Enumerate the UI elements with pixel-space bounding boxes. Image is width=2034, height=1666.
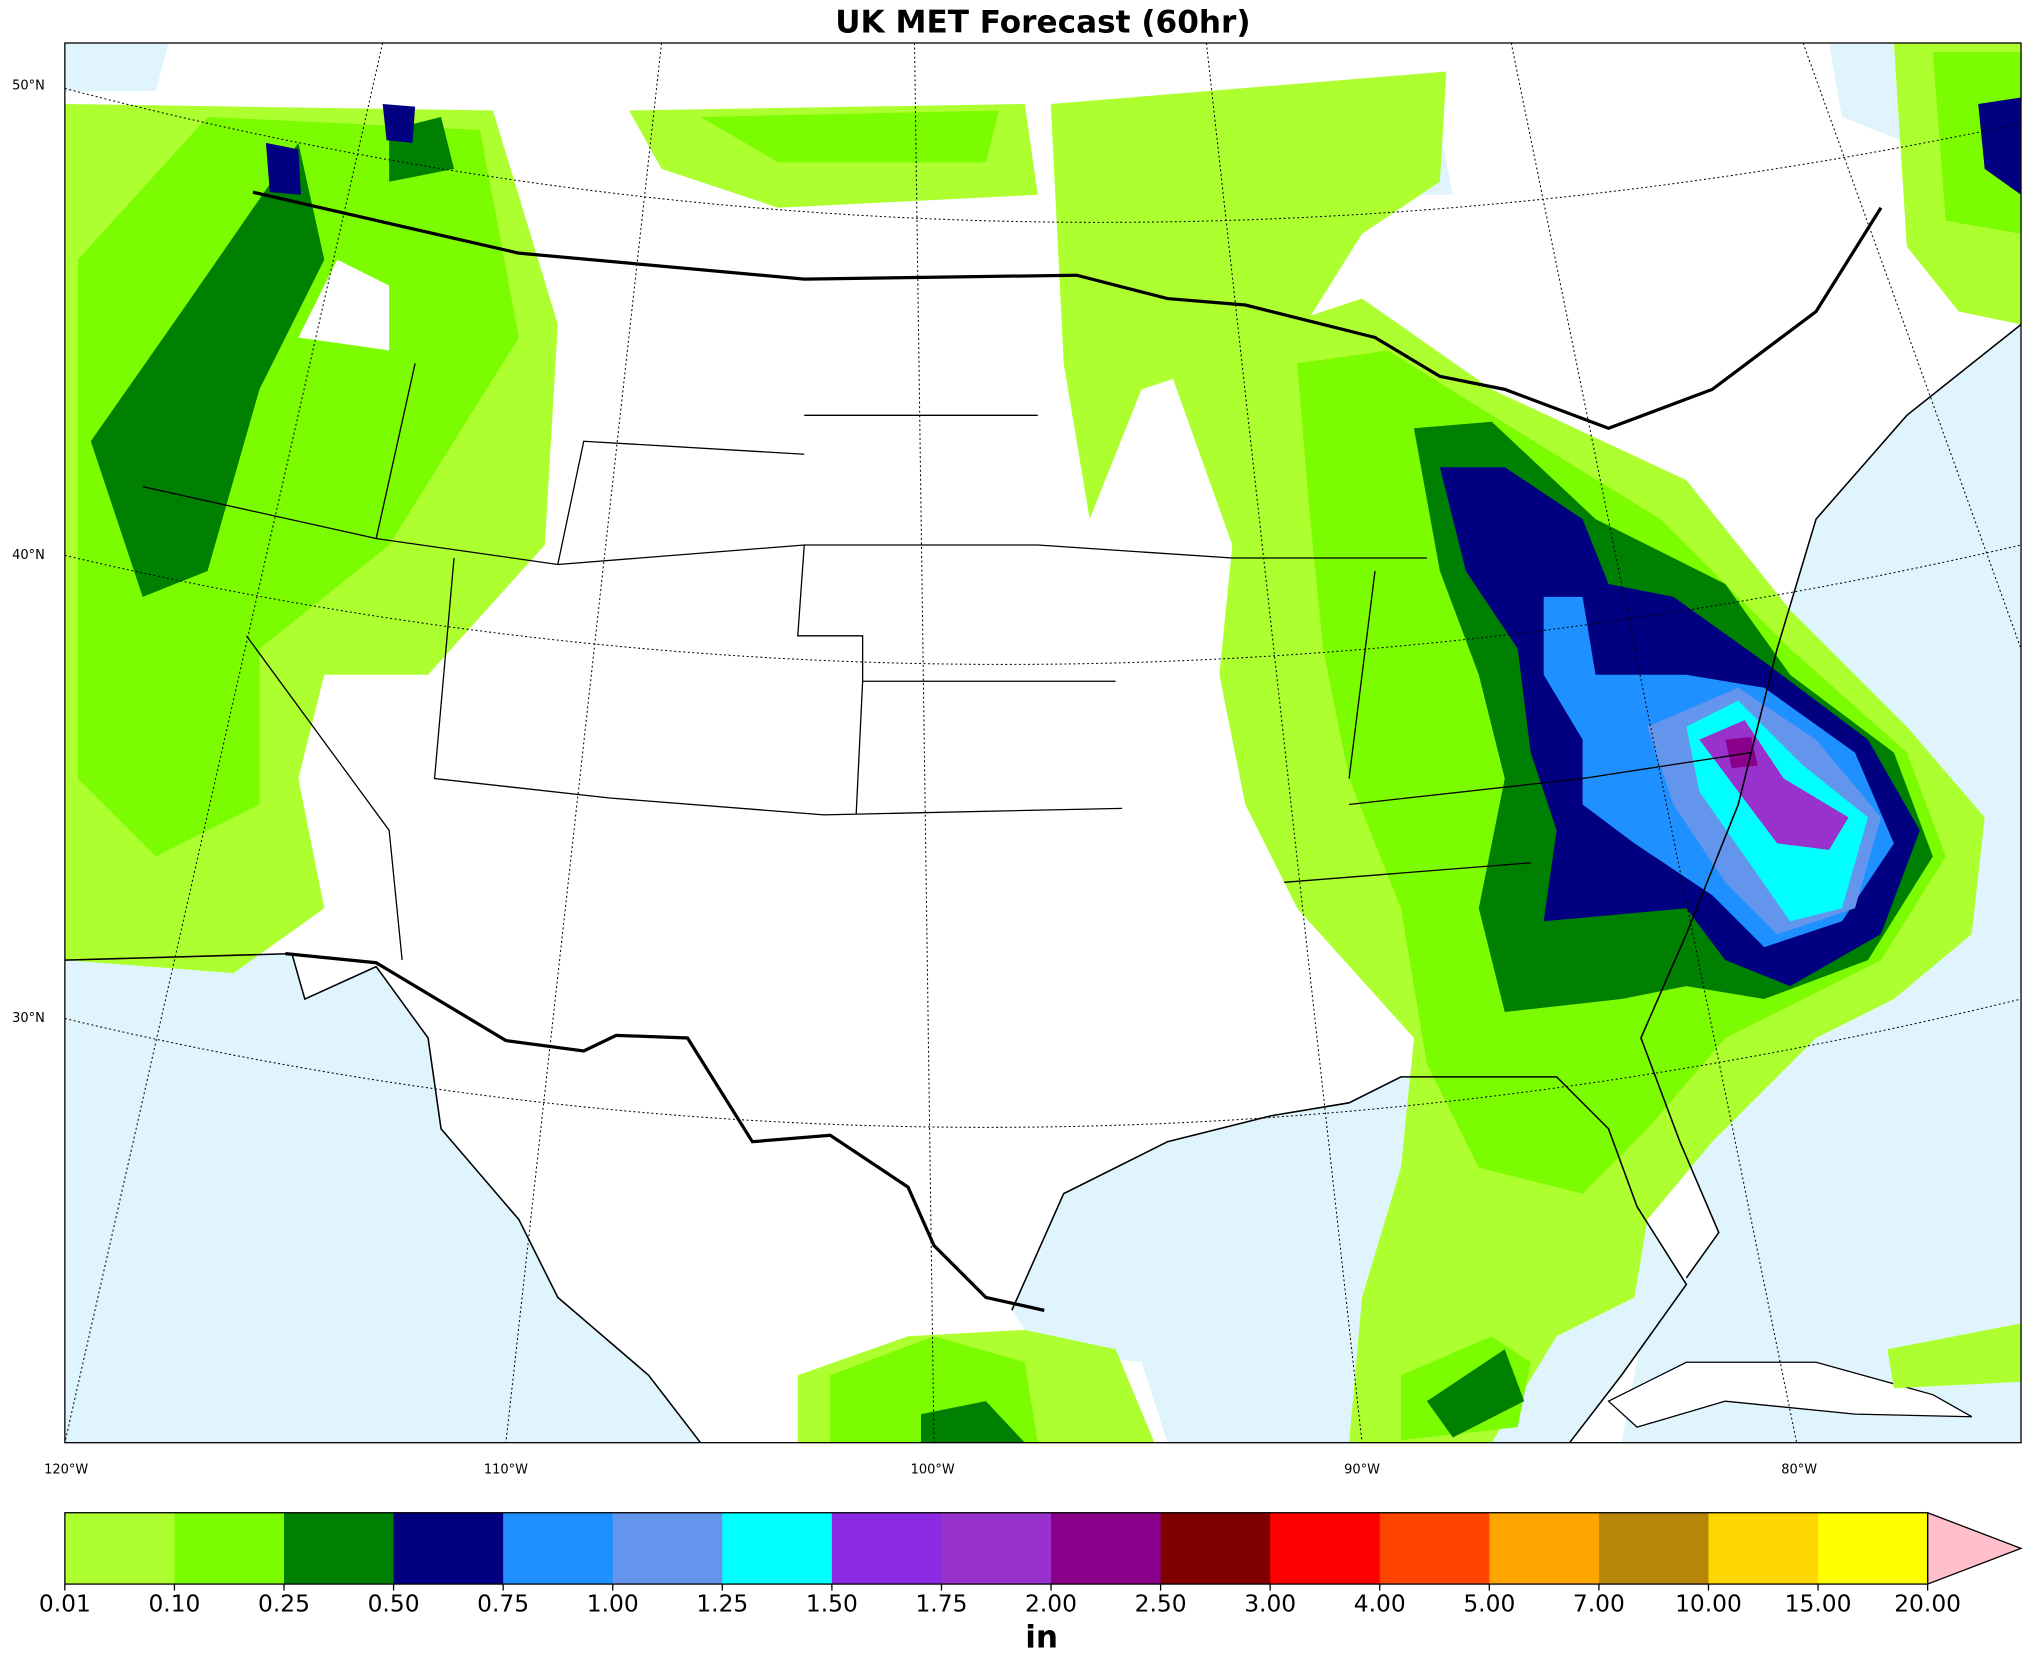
colorbar-tick-label: 3.00 <box>1244 1589 1296 1617</box>
colorbar-tick-label: 0.75 <box>477 1589 529 1617</box>
colorbar-segment <box>1270 1512 1381 1585</box>
colorbar-segment <box>722 1512 833 1585</box>
colorbar-tick-label: 1.50 <box>806 1589 858 1617</box>
lat-label: 30°N <box>12 1011 45 1026</box>
colorbar-segment <box>1708 1512 1819 1585</box>
colorbar-frame <box>64 1512 1929 1585</box>
colorbar-tick-label: 1.00 <box>587 1589 639 1617</box>
colorbar-tick-label: 1.75 <box>915 1589 967 1617</box>
colorbar-segment <box>941 1512 1052 1585</box>
precip-west <box>64 103 558 974</box>
lon-label: 100°W <box>911 1462 955 1477</box>
colorbar-extension <box>1926 1511 2023 1586</box>
lon-label: 120°W <box>44 1462 88 1477</box>
us-canada-border <box>252 190 1883 431</box>
state-lines <box>142 363 1752 961</box>
colorbar-segment <box>174 1512 285 1585</box>
colorbar-tick-label: 0.50 <box>368 1589 420 1617</box>
colorbar-segment <box>503 1512 614 1585</box>
colorbar-segment <box>1051 1512 1161 1585</box>
colorbar-tick-label: 0.01 <box>39 1589 91 1617</box>
map-frame <box>64 42 2022 1444</box>
graticule <box>64 42 2022 1443</box>
colorbar-tick-label: 5.00 <box>1463 1589 1515 1617</box>
map <box>64 42 2022 1444</box>
lon-label: 110°W <box>484 1462 528 1477</box>
colorbar-segment <box>1818 1512 1929 1585</box>
us-mexico-border <box>285 952 1045 1312</box>
precip-south <box>797 1329 1155 1443</box>
coastline <box>64 323 2022 1444</box>
colorbar-segment <box>1160 1512 1271 1585</box>
precip-north <box>629 71 1447 520</box>
colorbar-tick-label: 15.00 <box>1785 1589 1852 1617</box>
colorbar-unit: in <box>1025 1620 1058 1656</box>
colorbar-segment <box>1489 1512 1600 1585</box>
colorbar-tick-label: 1.25 <box>696 1589 748 1617</box>
cuba <box>1607 1361 1973 1428</box>
colorbar-tick-label: 10.00 <box>1675 1589 1742 1617</box>
colorbar-tick-label: 2.00 <box>1025 1589 1077 1617</box>
colorbar-segment <box>284 1512 394 1585</box>
lon-label: 80°W <box>1781 1462 1817 1477</box>
lat-label: 40°N <box>12 548 45 563</box>
colorbar-tick-label: 4.00 <box>1354 1589 1406 1617</box>
precip-east <box>1167 43 2022 1443</box>
colorbar-segment <box>1379 1512 1490 1585</box>
lat-label: 50°N <box>12 78 45 93</box>
colorbar-tick-label: 20.00 <box>1894 1589 1961 1617</box>
colorbar-segment <box>393 1512 504 1585</box>
colorbar-segment <box>1598 1512 1709 1585</box>
colorbar-tick-label: 2.50 <box>1135 1589 1187 1617</box>
colorbar-segment <box>612 1512 723 1585</box>
colorbar-tick-label: 7.00 <box>1573 1589 1625 1617</box>
colorbar-segment <box>64 1512 175 1585</box>
colorbar-tick-label: 0.25 <box>258 1589 310 1617</box>
lon-label: 90°W <box>1344 1462 1380 1477</box>
pacific-ocean <box>64 953 701 1443</box>
colorbar-segment <box>831 1512 942 1585</box>
colorbar-tick-label: 0.10 <box>148 1589 200 1617</box>
gulf-of-california <box>369 999 545 1311</box>
title: UK MET Forecast (60hr) <box>835 5 1250 41</box>
